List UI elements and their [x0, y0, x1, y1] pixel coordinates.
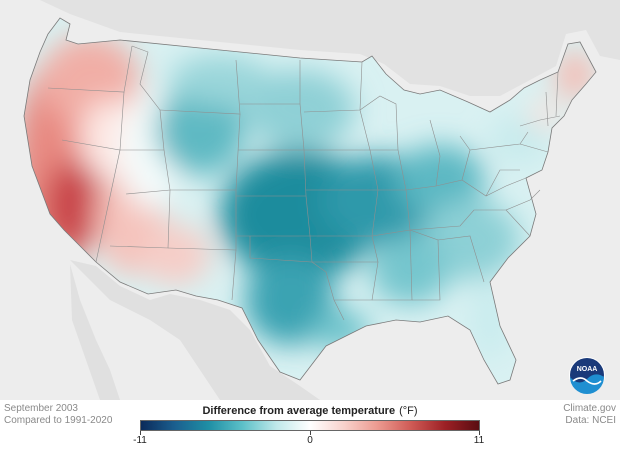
legend-title-text: Difference from average temperature	[202, 405, 396, 417]
noaa-logo-text: NOAA	[577, 366, 598, 373]
map-info: September 2003 Compared to 1991-2020	[4, 403, 112, 427]
surrounding-land	[0, 0, 620, 400]
tick-mark-max	[479, 431, 480, 435]
date-label: September 2003	[4, 403, 78, 414]
tick-label-mid: 0	[307, 435, 313, 446]
legend-title: Difference from average temperature (°F)	[150, 405, 470, 417]
noaa-logo-icon: NOAA	[569, 357, 605, 394]
legend-unit: (°F)	[399, 405, 418, 417]
data-source: Data: NCEI	[565, 415, 616, 426]
legend-colorbar	[140, 420, 480, 431]
temperature-anomaly-map: NOAA	[0, 0, 620, 400]
tick-label-max: 11	[473, 435, 485, 446]
source-site: Climate.gov	[563, 403, 616, 414]
tick-mark-mid	[310, 431, 311, 435]
source-info: Climate.gov Data: NCEI	[563, 403, 616, 427]
state-borders	[23, 17, 597, 385]
map-footer: September 2003 Compared to 1991-2020 Cli…	[0, 400, 620, 450]
baseline-label: Compared to 1991-2020	[4, 415, 113, 426]
tick-label-min: -11	[133, 435, 147, 446]
tick-mark-min	[140, 431, 141, 435]
